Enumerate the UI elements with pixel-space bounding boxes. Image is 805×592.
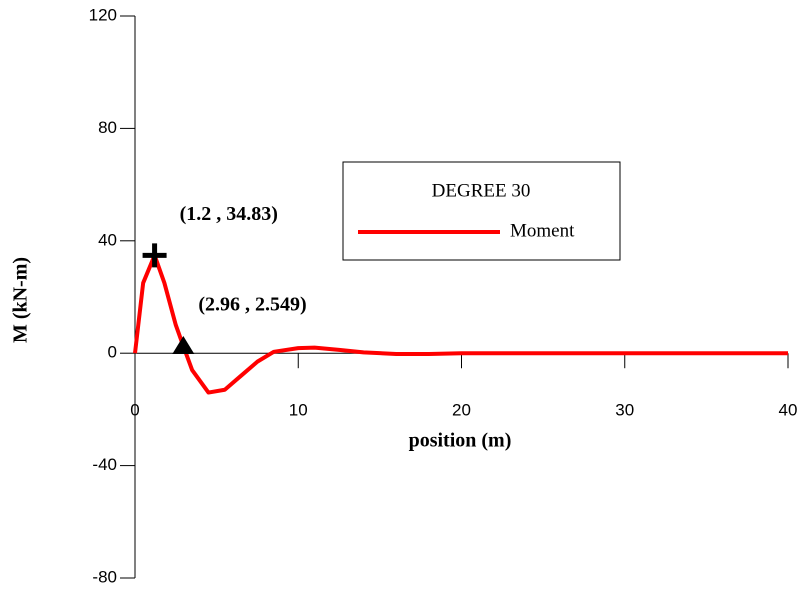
plus-marker xyxy=(142,243,167,268)
x-tick-label: 30 xyxy=(615,401,634,420)
triangle-marker xyxy=(172,336,195,355)
legend-label: Moment xyxy=(510,220,575,241)
legend-title: DEGREE 30 xyxy=(432,180,531,201)
annotation: (2.96 , 2.549) xyxy=(198,294,306,316)
x-tick-label: 40 xyxy=(779,401,798,420)
y-tick-label: 0 xyxy=(108,343,117,362)
y-tick-label: -40 xyxy=(92,455,117,474)
x-tick-label: 20 xyxy=(452,401,471,420)
x-tick-label: 10 xyxy=(289,401,308,420)
y-axis-label: M (kN-m) xyxy=(10,257,32,343)
x-axis-label: position (m) xyxy=(409,430,512,452)
y-tick-label: -80 xyxy=(92,567,117,586)
y-tick-label: 40 xyxy=(98,230,117,249)
line-series xyxy=(133,253,788,395)
legend-box xyxy=(342,161,621,261)
x-tick-label: 0 xyxy=(130,401,139,420)
y-tick-label: 120 xyxy=(89,5,117,24)
y-tick-label: 80 xyxy=(98,118,117,137)
annotation: (1.2 , 34.83) xyxy=(180,203,278,225)
